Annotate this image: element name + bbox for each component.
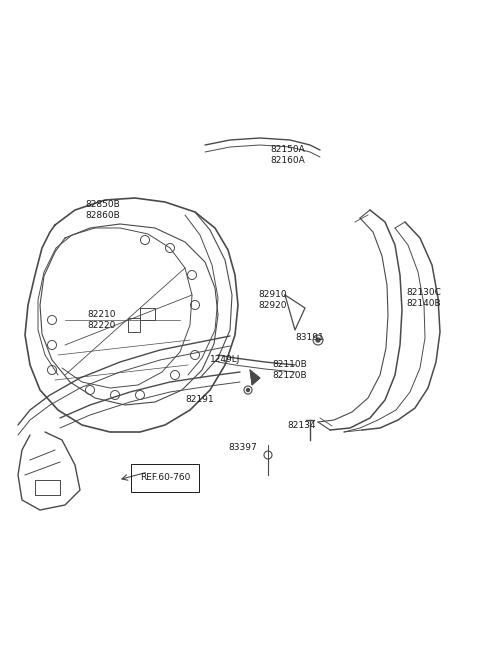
Text: 82150A
82160A: 82150A 82160A — [270, 145, 305, 165]
Text: 83191: 83191 — [295, 333, 324, 342]
Polygon shape — [250, 370, 260, 385]
Text: REF.60-760: REF.60-760 — [140, 474, 191, 483]
Text: 82850B
82860B: 82850B 82860B — [85, 200, 120, 220]
Text: 1249LJ: 1249LJ — [210, 356, 240, 365]
Text: 82910
82920: 82910 82920 — [258, 291, 287, 310]
Text: 83397: 83397 — [228, 443, 257, 453]
Text: 82191: 82191 — [185, 396, 214, 405]
Text: 82130C
82140B: 82130C 82140B — [406, 288, 441, 308]
Text: 82134: 82134 — [287, 420, 315, 430]
Circle shape — [316, 338, 320, 342]
Text: 82110B
82120B: 82110B 82120B — [272, 360, 307, 380]
Text: 82210
82220: 82210 82220 — [87, 310, 116, 330]
Circle shape — [247, 388, 250, 392]
